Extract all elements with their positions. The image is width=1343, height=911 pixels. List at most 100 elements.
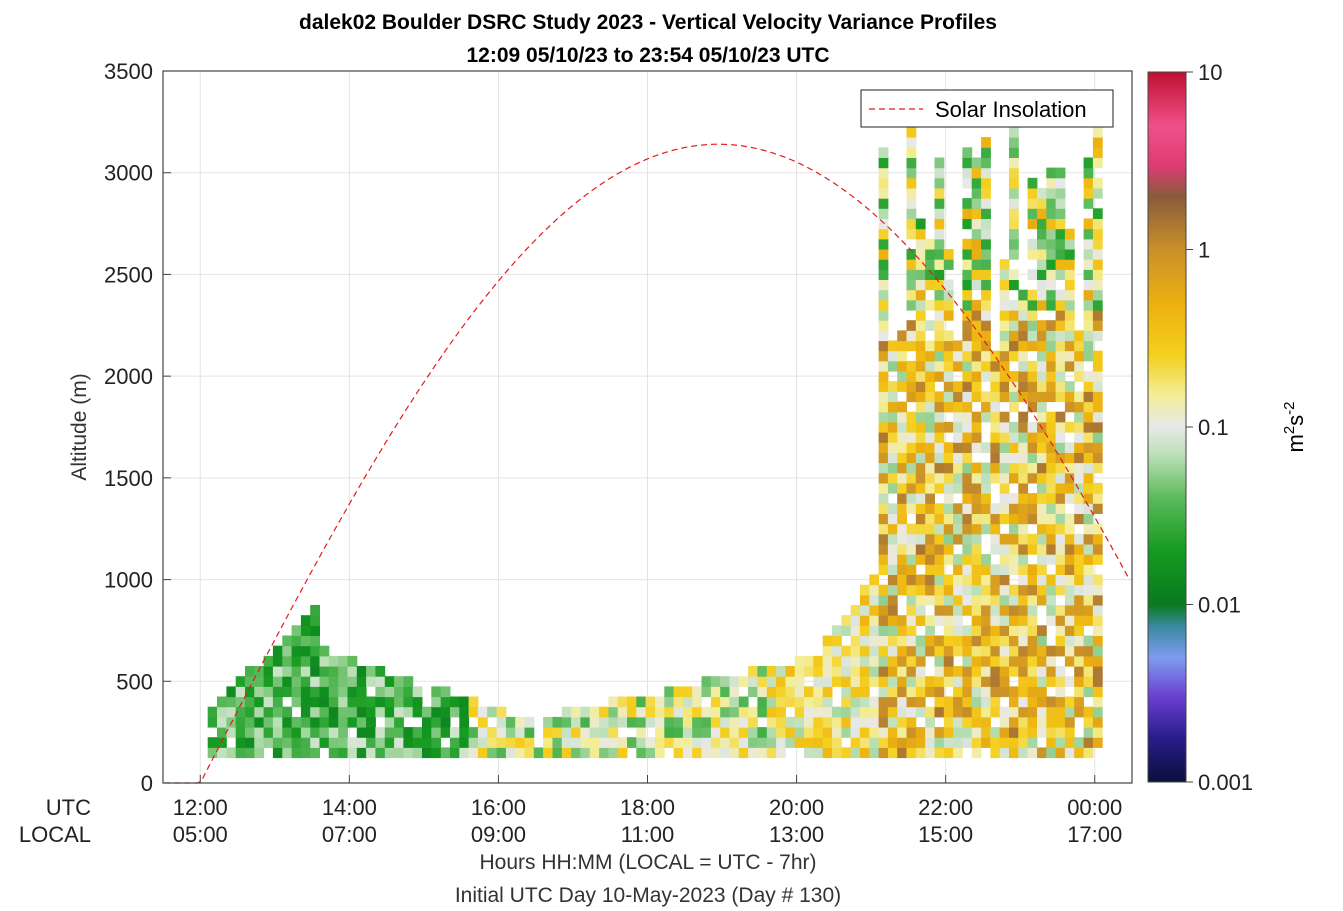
variance-cell xyxy=(412,737,423,748)
variance-cell xyxy=(1037,299,1047,311)
variance-cell xyxy=(990,544,1001,555)
variance-cell xyxy=(571,747,581,759)
variance-cell xyxy=(310,706,320,718)
variance-cell xyxy=(1055,493,1066,504)
variance-cell xyxy=(394,686,404,698)
variance-cell xyxy=(1037,594,1047,606)
variance-cell xyxy=(943,452,954,464)
variance-cell xyxy=(915,513,926,525)
variance-cell xyxy=(738,696,749,708)
variance-cell xyxy=(878,371,889,382)
variance-cell xyxy=(1009,523,1019,535)
variance-cell xyxy=(1055,686,1066,698)
variance-cell xyxy=(1027,238,1038,250)
variance-cell xyxy=(366,716,376,728)
variance-cell xyxy=(1018,330,1029,342)
variance-cell xyxy=(1027,716,1038,728)
variance-cell xyxy=(1092,493,1103,504)
variance-cell xyxy=(822,727,833,738)
variance-cell xyxy=(887,442,898,453)
variance-cell xyxy=(878,421,889,433)
variance-cell xyxy=(962,452,973,464)
variance-cell xyxy=(664,737,675,748)
variance-cell xyxy=(906,198,917,209)
variance-cell xyxy=(1009,208,1019,219)
colorbar-gradient xyxy=(1147,71,1187,783)
variance-cell xyxy=(971,676,982,687)
variance-cell xyxy=(953,737,963,748)
variance-cell xyxy=(878,330,889,342)
variance-cell xyxy=(822,706,833,718)
variance-cell xyxy=(990,706,1001,718)
variance-cell xyxy=(878,544,889,555)
variance-cell xyxy=(1074,747,1084,759)
variance-cell xyxy=(282,676,293,687)
variance-cell xyxy=(953,747,963,759)
variance-cell xyxy=(897,584,907,596)
variance-cell xyxy=(1074,462,1084,474)
variance-cell xyxy=(1083,340,1094,352)
variance-cell xyxy=(1009,533,1019,545)
variance-cell xyxy=(962,503,973,514)
variance-cell xyxy=(748,737,758,748)
variance-cell xyxy=(981,320,991,331)
variance-cell xyxy=(468,696,479,708)
variance-cell xyxy=(1092,208,1103,219)
variance-cell xyxy=(971,371,982,382)
variance-cell xyxy=(915,737,926,748)
variance-cell xyxy=(655,737,665,748)
variance-cell xyxy=(375,727,386,738)
variance-cell xyxy=(859,716,870,728)
variance-cell xyxy=(1055,228,1066,240)
variance-cell xyxy=(254,737,265,748)
variance-cell xyxy=(990,676,1001,687)
variance-cell xyxy=(1055,208,1066,219)
variance-cell xyxy=(1027,381,1038,392)
x-tick-local-label: 11:00 xyxy=(621,822,674,847)
variance-cell xyxy=(813,747,824,759)
variance-cell xyxy=(971,482,982,494)
variance-cell xyxy=(999,482,1010,494)
variance-cell xyxy=(729,686,740,698)
variance-cell xyxy=(1046,340,1057,352)
variance-cell xyxy=(869,645,880,657)
variance-cell xyxy=(207,747,218,759)
colorbar-tick-label: 0.1 xyxy=(1198,415,1229,440)
variance-cell xyxy=(999,574,1010,586)
variance-cell xyxy=(971,706,982,718)
variance-cell xyxy=(897,554,907,565)
variance-cell xyxy=(496,727,507,738)
variance-cell xyxy=(496,706,507,718)
variance-cell xyxy=(422,737,432,748)
variance-cell xyxy=(710,686,721,698)
variance-cell xyxy=(859,696,870,708)
variance-cell xyxy=(1083,747,1094,759)
variance-cell xyxy=(1046,381,1057,392)
variance-cell xyxy=(580,727,591,738)
variance-cell xyxy=(375,666,386,677)
variance-cell xyxy=(953,360,963,372)
variance-cell xyxy=(226,696,237,708)
variance-cell xyxy=(1092,523,1103,535)
variance-cell xyxy=(887,747,898,759)
variance-cell xyxy=(934,401,945,413)
variance-cell xyxy=(394,747,404,759)
variance-cell xyxy=(878,655,889,667)
variance-cell xyxy=(272,706,283,718)
variance-cell xyxy=(673,696,684,708)
variance-cell xyxy=(1037,544,1047,555)
variance-cell xyxy=(962,350,973,362)
variance-cell xyxy=(1064,564,1075,575)
variance-cell xyxy=(366,666,376,677)
variance-cell xyxy=(999,381,1010,392)
variance-cell xyxy=(887,564,898,575)
variance-cell xyxy=(971,188,982,199)
variance-cell xyxy=(207,706,218,718)
variance-cell xyxy=(962,584,973,596)
variance-cell xyxy=(971,615,982,626)
variance-cell xyxy=(999,340,1010,352)
variance-cell xyxy=(1064,574,1075,586)
variance-cell xyxy=(1092,249,1103,260)
variance-cell xyxy=(925,584,935,596)
variance-cell xyxy=(608,747,619,759)
